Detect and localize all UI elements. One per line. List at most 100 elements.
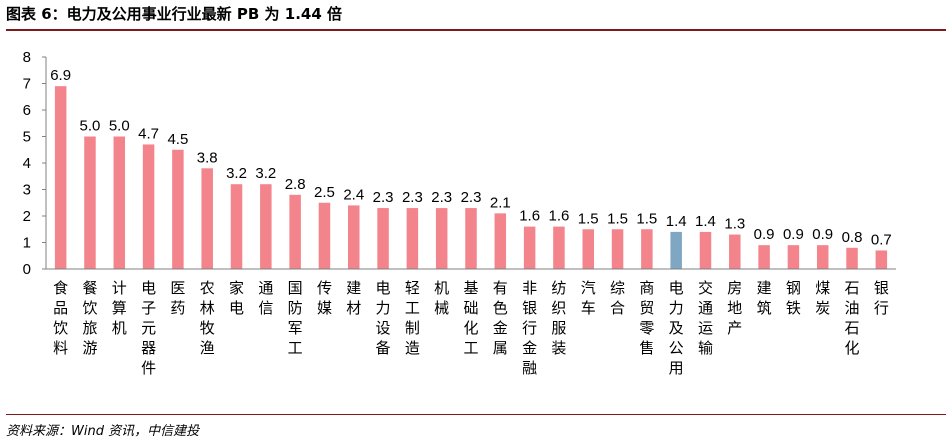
bar [641, 229, 653, 269]
bar [729, 234, 741, 269]
x-tick-label: 电力设备 [376, 279, 391, 357]
x-tick-label: 钢铁 [786, 279, 801, 317]
x-tick-label: 医药 [170, 279, 185, 317]
bar [289, 194, 301, 269]
x-tick-label: 食品饮料 [53, 279, 68, 357]
y-tick-label: 3 [23, 182, 31, 199]
footer-rule [6, 414, 946, 415]
data-label: 3.8 [197, 149, 218, 166]
x-tick-label: 商贸零售 [639, 279, 654, 357]
y-tick-label: 0 [23, 261, 31, 278]
data-label: 2.3 [461, 189, 482, 206]
x-tick-label: 国防军工 [288, 279, 303, 357]
bar [787, 245, 800, 269]
x-tick-label: 交通运输 [698, 279, 713, 357]
bar [172, 149, 184, 269]
x-tick-label: 基础化工 [463, 279, 478, 357]
data-label: 2.8 [285, 176, 306, 193]
value-labels: 6.9 5.0 5.0 4.7 4.5 3.8 3.2 3.2 2.8 2.5 2.4 2.3 2.3 2… [50, 67, 892, 248]
bar [816, 245, 829, 269]
data-label: 1.5 [578, 210, 599, 227]
bar [670, 231, 682, 269]
data-label: 0.7 [871, 231, 892, 248]
x-tick-label: 电子元器件 [141, 279, 156, 377]
data-label: 5.0 [80, 118, 101, 135]
data-label: 0.9 [754, 226, 775, 243]
x-tick-label: 计算机 [112, 279, 127, 337]
x-tick-label: 传媒 [317, 279, 332, 317]
bar [494, 213, 507, 269]
bar [699, 231, 712, 269]
data-label: 1.4 [695, 213, 716, 230]
bar [377, 208, 389, 269]
bar [318, 202, 331, 269]
bar [846, 247, 858, 269]
bar [553, 226, 565, 269]
x-tick-label: 建筑 [757, 279, 772, 317]
bar [758, 245, 770, 269]
bar [435, 208, 448, 269]
bar [54, 86, 67, 270]
data-label: 0.9 [783, 226, 804, 243]
bar [875, 250, 888, 269]
data-label: 5.0 [109, 118, 130, 135]
data-label: 4.7 [138, 125, 159, 142]
y-tick-label: 1 [23, 235, 31, 252]
x-tick-label: 机械 [434, 279, 449, 317]
bar [113, 136, 126, 269]
bar [84, 136, 96, 269]
data-label: 6.9 [50, 67, 71, 84]
data-label: 4.5 [167, 131, 188, 148]
x-tick-label: 银行 [874, 279, 889, 317]
category-labels: 食品饮料餐饮旅游计算机电子元器件医药农林牧渔家电通信国防军工传媒建材电力设备轻工… [53, 279, 889, 377]
bar-chart: 0 1 2 3 4 5 6 7 8 6.9 5.0 5.0 4.7 4.5 3.8 3.2 3.2 2.8 2.5… [23, 49, 896, 377]
bar [348, 205, 360, 269]
data-label: 2.3 [431, 189, 452, 206]
data-label: 2.4 [343, 186, 364, 203]
data-label: 1.5 [636, 210, 657, 227]
data-label: 2.3 [373, 189, 394, 206]
y-axis: 0 1 2 3 4 5 6 7 8 [23, 49, 47, 278]
y-tick-label: 4 [23, 155, 31, 172]
data-label: 1.3 [724, 216, 745, 233]
y-tick-label: 5 [23, 129, 31, 146]
y-tick-label: 6 [23, 102, 31, 119]
data-label: 1.5 [607, 210, 628, 227]
data-label: 3.2 [226, 165, 247, 182]
bar [582, 229, 594, 269]
source-note: 资料来源：Wind 资讯，中信建投 [6, 424, 200, 439]
bar [230, 184, 243, 269]
x-tick-label: 餐饮旅游 [82, 279, 97, 357]
data-label: 2.5 [314, 184, 335, 201]
y-tick-label: 8 [23, 49, 31, 66]
x-tick-label: 煤炭 [815, 279, 830, 317]
data-label: 2.3 [402, 189, 423, 206]
data-label: 0.9 [812, 226, 833, 243]
bar [406, 208, 419, 269]
x-tick-label: 家电 [229, 279, 244, 317]
chart-title: 图表 6：电力及公用事业行业最新 PB 为 1.44 倍 [6, 5, 342, 23]
bar [611, 229, 624, 269]
x-tick-label: 非银行金融 [522, 279, 537, 377]
bars [54, 86, 888, 270]
x-tick-label: 石油石化 [845, 279, 860, 357]
data-label: 0.8 [842, 229, 863, 246]
x-tick-label: 房地产 [727, 279, 742, 337]
bar [201, 168, 213, 269]
x-tick-label: 有色金属 [493, 279, 508, 357]
data-label: 1.6 [519, 208, 540, 225]
bar [465, 208, 477, 269]
data-label: 2.1 [490, 194, 511, 211]
x-tick-label: 通信 [258, 279, 273, 317]
data-label: 1.4 [666, 213, 687, 230]
bar [260, 184, 272, 269]
y-tick-label: 2 [23, 208, 31, 225]
x-tick-label: 综合 [610, 279, 625, 317]
bar [523, 226, 536, 269]
x-tick-label: 汽车 [581, 279, 596, 317]
title-rule [6, 29, 946, 31]
x-tick-label: 农林牧渔 [200, 279, 215, 357]
x-tick-label: 轻工制造 [405, 279, 420, 357]
bar [142, 144, 155, 269]
x-tick-label: 建材 [346, 279, 361, 317]
